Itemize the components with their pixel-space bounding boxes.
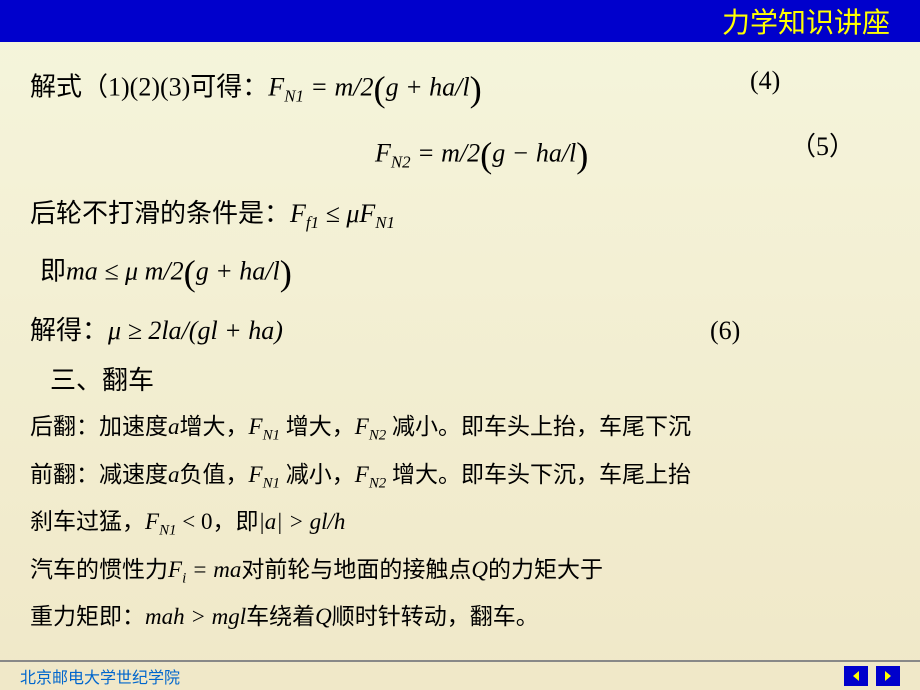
rparen: ) <box>470 69 482 109</box>
section-heading: 三、翻车 <box>30 360 890 402</box>
sub-N1: N1 <box>159 523 176 539</box>
equation-line-1: 解式（1)(2)(3)可得：FN1 = m/2(g + ha/l) (4) <box>30 60 890 118</box>
text: 增大， <box>180 414 249 439</box>
text: 的力矩大于 <box>488 557 603 582</box>
eq-part: g + ha/l <box>196 256 280 285</box>
eq-part: mah > mgl <box>145 604 246 629</box>
sub-N1: N1 <box>284 87 304 106</box>
rparen: ) <box>280 253 292 293</box>
rparen: ) <box>576 135 588 175</box>
front-flip-line: 前翻：减速度a负值，FN1 减小，FN2 增大。即车头下沉，车尾上抬 <box>30 457 890 497</box>
text-ie: 即 <box>40 256 66 285</box>
sub-N2: N2 <box>369 428 386 444</box>
inertia-line-1: 汽车的惯性力Fi = ma对前轮与地面的接触点Q的力矩大于 <box>30 552 890 592</box>
var-F: F <box>145 509 159 534</box>
eq-part: g − ha/l <box>492 139 576 168</box>
brake-line: 刹车过猛，FN1 < 0，即|a| > gl/h <box>30 504 890 544</box>
eq-part: μ ≥ 2la/(gl + ha) <box>108 316 283 345</box>
eq-part: g + ha/l <box>386 73 470 102</box>
text: < 0，即 <box>177 509 259 534</box>
header-title: 力学知识讲座 <box>722 1 890 41</box>
slide-header: 力学知识讲座 <box>0 0 920 42</box>
slide-footer: 北京邮电大学世纪学院 <box>0 660 920 690</box>
equation-line-2: FN2 = m/2(g − ha/l) （5） <box>30 126 890 184</box>
eq-number-5: （5） <box>790 126 855 168</box>
var-F: F <box>355 462 369 487</box>
eq-part: ma ≤ μ m/2 <box>66 256 184 285</box>
condition-line: 后轮不打滑的条件是：Ff1 ≤ μFN1 <box>30 193 890 236</box>
text: 前翻：减速度 <box>30 462 168 487</box>
var-F: F <box>375 139 391 168</box>
var-F: F <box>355 414 369 439</box>
lparen: ( <box>184 253 196 293</box>
prev-button[interactable] <box>844 666 868 686</box>
sub-f1: f1 <box>306 213 319 232</box>
text: 汽车的惯性力 <box>30 557 168 582</box>
chevron-left-icon <box>849 669 863 683</box>
eq-part: = m/2 <box>411 139 481 168</box>
eq-part: ≤ μF <box>319 199 375 228</box>
var-F: F <box>290 199 306 228</box>
inequality-line: 即ma ≤ μ m/2(g + ha/l) <box>30 244 890 302</box>
footer-text: 北京邮电大学世纪学院 <box>20 664 180 688</box>
slide-content: 解式（1)(2)(3)可得：FN1 = m/2(g + ha/l) (4) FN… <box>0 42 920 636</box>
sub-N1: N1 <box>263 428 280 444</box>
next-button[interactable] <box>876 666 900 686</box>
eq-number-4: (4) <box>750 60 780 102</box>
var-Q: Q <box>315 604 332 629</box>
var-Q: Q <box>471 557 488 582</box>
var-F: F <box>249 462 263 487</box>
lparen: ( <box>373 69 385 109</box>
eq-number-6: (6) <box>710 310 740 352</box>
text: 减小。即车头上抬，车尾下沉 <box>386 414 691 439</box>
text: 车绕着 <box>246 604 315 629</box>
var-a: a <box>168 462 180 487</box>
text: 减小， <box>280 462 355 487</box>
text-solve: 解式（1)(2)(3)可得： <box>30 73 268 102</box>
eq-part: = ma <box>186 557 241 582</box>
sub-N1: N1 <box>375 213 395 232</box>
var-F: F <box>249 414 263 439</box>
text: 重力矩即： <box>30 604 145 629</box>
inertia-line-2: 重力矩即：mah > mgl车绕着Q顺时针转动，翻车。 <box>30 599 890 636</box>
lparen: ( <box>480 135 492 175</box>
nav-buttons <box>844 666 900 686</box>
var-a: a <box>168 414 180 439</box>
sub-N2: N2 <box>391 153 411 172</box>
result-line: 解得：μ ≥ 2la/(gl + ha) (6) <box>30 310 890 352</box>
eq-part: = m/2 <box>304 73 374 102</box>
text: 增大。即车头下沉，车尾上抬 <box>386 462 691 487</box>
eq-part: |a| > gl/h <box>258 509 345 534</box>
back-flip-line: 后翻：加速度a增大，FN1 增大，FN2 减小。即车头上抬，车尾下沉 <box>30 409 890 449</box>
text-condition: 后轮不打滑的条件是： <box>30 199 290 228</box>
var-F: F <box>168 557 182 582</box>
sub-N1: N1 <box>263 475 280 491</box>
text: 增大， <box>280 414 355 439</box>
text: 对前轮与地面的接触点 <box>241 557 471 582</box>
heading-flip: 三、翻车 <box>50 366 154 395</box>
var-F: F <box>268 73 284 102</box>
text-result: 解得： <box>30 316 108 345</box>
chevron-right-icon <box>881 669 895 683</box>
text: 刹车过猛， <box>30 509 145 534</box>
sub-N2: N2 <box>369 475 386 491</box>
text: 负值， <box>180 462 249 487</box>
text: 后翻：加速度 <box>30 414 168 439</box>
text: 顺时针转动，翻车。 <box>332 604 539 629</box>
